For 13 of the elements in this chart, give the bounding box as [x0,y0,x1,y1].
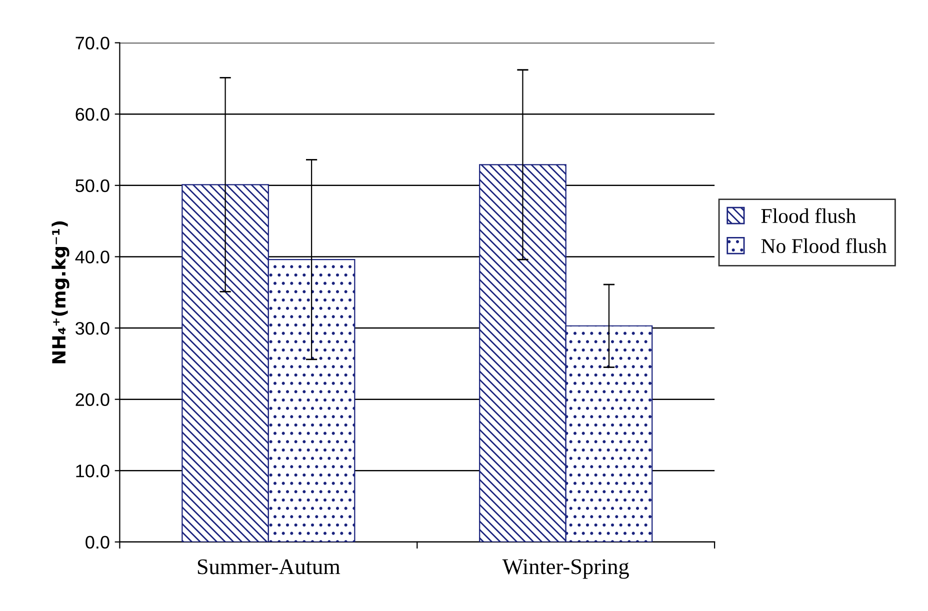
x-tick-label: Winter-Spring [502,559,629,579]
y-axis-title: NH₄⁺(mg.kg⁻¹) [52,221,70,364]
y-tick-label: 40.0 [75,250,110,264]
legend-label: Flood flush [761,208,856,224]
y-tick-label: 60.0 [76,108,110,121]
y-tick-label: 10.0 [76,464,110,478]
y-tick-label: 30.0 [76,322,110,335]
y-tick-label: 70.0 [76,36,110,50]
legend-label: No Flood flush [761,238,887,254]
x-tick-label: Summer-Autum [198,559,340,574]
y-tick-label: 20.0 [76,393,110,406]
y-tick-label: 0.0 [86,536,110,549]
y-tick-label: 50.0 [76,179,110,192]
